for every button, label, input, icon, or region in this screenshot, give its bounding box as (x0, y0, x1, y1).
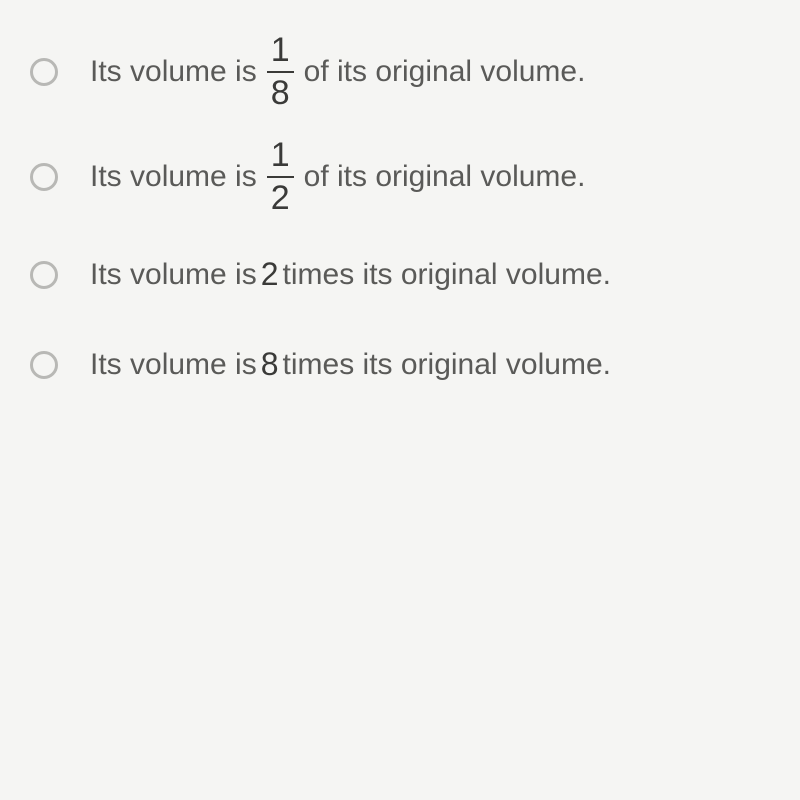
fraction-num-2: 1 (267, 137, 294, 174)
option-row-1[interactable]: Its volume is 1 8 of its original volume… (0, 20, 800, 125)
option-text-2: Its volume is 1 2 of its original volume… (90, 137, 585, 218)
fraction-2: 1 2 (267, 137, 294, 218)
radio-button-1[interactable] (30, 58, 58, 86)
text-before-2: Its volume is (90, 160, 257, 194)
inline-number-3: 2 (261, 256, 279, 293)
radio-button-3[interactable] (30, 261, 58, 289)
radio-button-2[interactable] (30, 163, 58, 191)
radio-button-4[interactable] (30, 351, 58, 379)
option-row-4[interactable]: Its volume is 8 times its original volum… (0, 320, 800, 410)
text-after-2: of its original volume. (304, 160, 586, 194)
option-text-1: Its volume is 1 8 of its original volume… (90, 32, 585, 113)
option-text-4: Its volume is 8 times its original volum… (90, 346, 611, 383)
fraction-den-2: 2 (267, 180, 294, 217)
inline-number-4: 8 (261, 346, 279, 383)
text-after-3: times its original volume. (283, 258, 611, 292)
option-row-3[interactable]: Its volume is 2 times its original volum… (0, 230, 800, 320)
option-row-2[interactable]: Its volume is 1 2 of its original volume… (0, 125, 800, 230)
text-after-1: of its original volume. (304, 55, 586, 89)
fraction-line-1 (267, 71, 294, 73)
fraction-num-1: 1 (267, 32, 294, 69)
fraction-den-1: 8 (267, 75, 294, 112)
option-text-3: Its volume is 2 times its original volum… (90, 256, 611, 293)
text-before-1: Its volume is (90, 55, 257, 89)
fraction-1: 1 8 (267, 32, 294, 113)
text-before-4: Its volume is (90, 348, 257, 382)
text-after-4: times its original volume. (283, 348, 611, 382)
text-before-3: Its volume is (90, 258, 257, 292)
fraction-line-2 (267, 176, 294, 178)
